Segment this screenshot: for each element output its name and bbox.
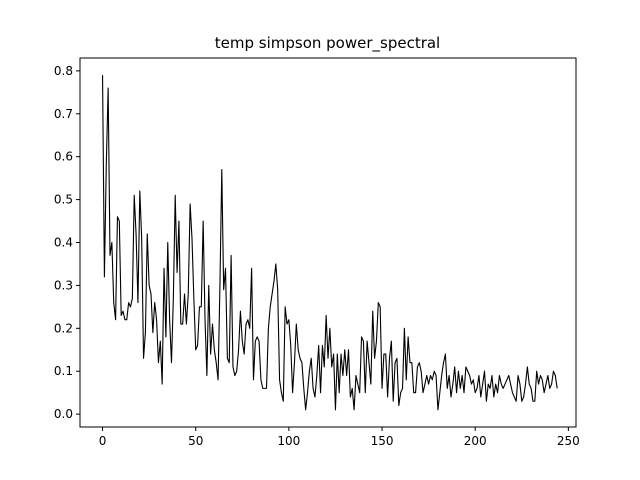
x-tick-label: 200	[464, 434, 487, 448]
y-tick-label: 0.8	[54, 64, 73, 78]
y-tick-label: 0.1	[54, 364, 73, 378]
y-tick-label: 0.6	[54, 150, 73, 164]
x-tick-label: 0	[99, 434, 107, 448]
y-tick-label: 0.3	[54, 278, 73, 292]
series-layer	[102, 75, 558, 411]
y-tick-label: 0.2	[54, 321, 73, 335]
y-axis-ticks: 0.0 0.1 0.2 0.3 0.4 0.5 0.6 0.7 0.8	[54, 64, 80, 421]
y-tick-label: 0.5	[54, 193, 73, 207]
y-tick-label: 0.7	[54, 107, 73, 121]
y-tick-label: 0.4	[54, 236, 73, 250]
chart-title: temp simpson power_spectral	[215, 34, 440, 53]
x-tick-label: 50	[188, 434, 203, 448]
y-tick-label: 0.0	[54, 407, 73, 421]
x-tick-label: 150	[371, 434, 394, 448]
x-tick-label: 250	[557, 434, 580, 448]
x-tick-label: 100	[277, 434, 300, 448]
x-axis-ticks: 0 50 100 150 200 250	[99, 427, 580, 448]
series-line	[102, 75, 558, 411]
plot-frame	[79, 57, 577, 428]
